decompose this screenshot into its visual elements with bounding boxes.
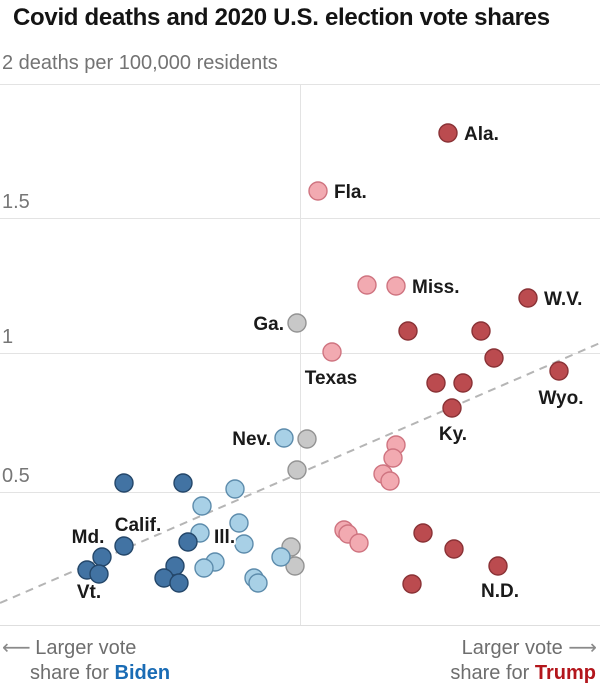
share-for-left-text: share for (30, 662, 109, 684)
data-point (380, 471, 400, 491)
data-point (173, 473, 193, 493)
y-tick-label: 1 (2, 326, 13, 348)
state-label: Miss. (412, 277, 460, 298)
data-point-fla (308, 181, 328, 201)
data-point (398, 321, 418, 341)
data-point (471, 321, 491, 341)
larger-vote-left-text: Larger vote (35, 637, 137, 659)
right-arrow-icon: ⟶ (568, 637, 597, 659)
data-point (297, 429, 317, 449)
data-point (229, 513, 249, 533)
data-point-md (92, 547, 112, 567)
state-label: W.V. (544, 289, 582, 310)
state-label: Ga. (253, 314, 284, 335)
state-label: Nev. (232, 429, 271, 450)
trump-name: Trump (534, 662, 596, 684)
state-label: N.D. (481, 581, 519, 602)
y-tick-label: 0.5 (2, 465, 30, 487)
data-point (287, 460, 307, 480)
data-point (178, 532, 198, 552)
data-point (426, 373, 446, 393)
data-point-wv (518, 288, 538, 308)
data-point (248, 573, 268, 593)
data-point-wyo (549, 361, 569, 381)
state-label: Md. (72, 527, 105, 548)
data-point (114, 473, 134, 493)
data-point (194, 558, 214, 578)
data-point (225, 479, 245, 499)
data-point (413, 523, 433, 543)
data-point (383, 448, 403, 468)
state-label: Calif. (115, 515, 161, 536)
state-label: Fla. (334, 182, 367, 203)
data-point (402, 574, 422, 594)
data-point (453, 373, 473, 393)
data-point (444, 539, 464, 559)
data-point-ala (438, 123, 458, 143)
state-label: Texas (305, 368, 357, 389)
data-point-calif (114, 536, 134, 556)
data-point-nev (274, 428, 294, 448)
data-point (271, 547, 291, 567)
x-axis-label-trump: Larger vote ⟶ share for Trump (450, 636, 597, 686)
data-point (234, 534, 254, 554)
data-point-miss (386, 276, 406, 296)
data-point (169, 573, 189, 593)
y-tick-label: 1.5 (2, 191, 30, 213)
state-label: Ala. (464, 124, 499, 145)
chart-title: Covid deaths and 2020 U.S. election vote… (13, 4, 550, 31)
left-arrow-icon: ⟵ (2, 637, 31, 659)
state-label: Vt. (77, 582, 101, 603)
x-axis-label-biden: ⟵ Larger vote share for Biden (2, 636, 170, 686)
y-axis-unit-label: 2 deaths per 100,000 residents (2, 52, 278, 74)
data-point (89, 564, 109, 584)
data-point-texas (322, 342, 342, 362)
data-point (484, 348, 504, 368)
state-label: Wyo. (538, 388, 583, 409)
data-point (349, 533, 369, 553)
data-point-ga (287, 313, 307, 333)
biden-name: Biden (114, 662, 171, 684)
share-for-right-text: share for (450, 662, 530, 684)
x-axis-legend: ⟵ Larger vote share for Biden Larger vot… (0, 634, 600, 690)
state-label: Ky. (439, 424, 467, 445)
data-point-nd (488, 556, 508, 576)
data-point (357, 275, 377, 295)
state-label: Ill. (214, 527, 235, 548)
data-point (192, 496, 212, 516)
data-point (285, 556, 305, 576)
data-point-ky (442, 398, 462, 418)
larger-vote-right-text: Larger vote (461, 637, 563, 659)
